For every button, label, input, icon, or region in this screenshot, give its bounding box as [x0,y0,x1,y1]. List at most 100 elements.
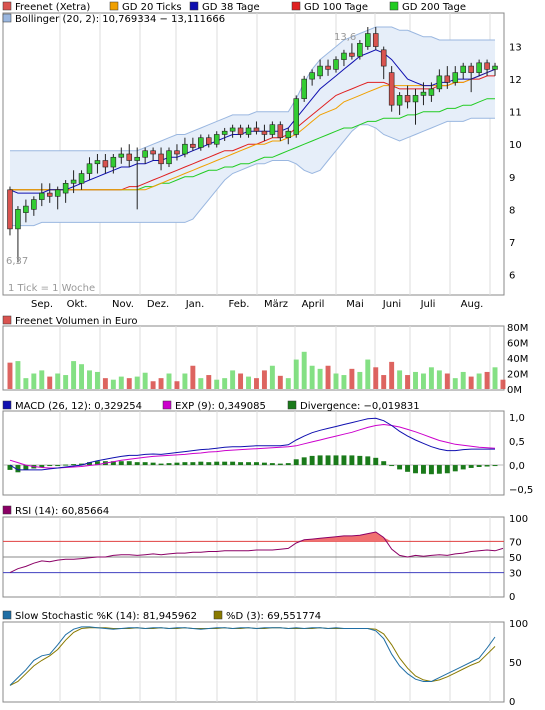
divergence-bar-33 [269,463,275,466]
divergence-bar-27 [222,461,228,466]
candle-body-8 [70,179,77,184]
candle-body-42 [341,52,347,60]
divergence-bar-13 [110,461,116,466]
divergence-bar-0 [7,465,13,470]
divergence-bar-15 [126,461,132,466]
volume-bar-40 [325,365,331,389]
legend-swatch-stoch-d [213,610,223,620]
price-min-label: 6,37 [6,256,28,267]
candle-body-45 [365,33,371,47]
candle-body-6 [54,189,61,197]
candle-body-20 [166,150,172,165]
legend-gd20: GD 20 Ticks [122,2,182,13]
volume-bar-17 [142,372,148,389]
divergence-bar-9 [79,463,85,466]
volume-bar-32 [261,370,267,389]
rsi-y-tick-4: 0 [509,592,515,603]
volume-y-tick-3: 20M [507,370,528,381]
candle-body-40 [325,65,331,70]
legend-swatch-gd38 [189,1,199,11]
volume-bar-13 [110,379,116,389]
volume-bar-12 [102,378,108,389]
legend-swatch-macd [2,400,12,410]
volume-bar-6 [55,373,61,389]
x-label-7: April [302,299,325,310]
divergence-bar-21 [174,462,180,466]
macd-y-tick-1: 0,5 [509,437,525,448]
candle-body-53 [428,88,435,96]
volume-bar-7 [63,375,69,389]
divergence-bar-31 [254,462,259,466]
divergence-bar-34 [277,463,283,466]
legend-gd200: GD 200 Tage [402,2,466,13]
volume-bar-35 [285,378,291,389]
rsi-y-tick-1: 70 [509,537,522,548]
divergence-bar-59 [476,465,482,467]
candle-body-22 [182,143,188,155]
candle-body-35 [285,130,292,139]
stoch-legend: Slow Stochastic %K (14): 81,945962 %D (3… [2,610,321,622]
divergence-label: Divergence: −0,019831 [300,401,420,412]
divergence-bar-58 [468,465,474,468]
volume-bar-19 [158,378,164,389]
divergence-bar-11 [94,461,100,466]
volume-bar-46 [373,367,379,389]
candle-body-48 [388,72,395,106]
gd38-line [9,49,496,194]
divergence-bar-17 [142,462,148,466]
macd-panel-frame [2,410,505,496]
divergence-bar-22 [182,462,188,466]
volume-bar-44 [357,371,363,389]
price-max-label: 13,6 [334,32,356,43]
price-y-axis: 6 7 8 9 10 11 12 13 [509,43,522,282]
divergence-bar-26 [214,461,220,466]
volume-y-tick-1: 60M [507,339,528,350]
candle-body-54 [436,75,443,90]
candle-body-12 [102,160,109,168]
stoch-k-line [9,626,496,686]
candle-body-46 [372,33,379,47]
divergence-bar-47 [381,461,387,466]
legend-swatch-gd100 [291,1,301,11]
volume-bar-56 [452,378,458,389]
legend-swatch-gd20 [109,1,119,11]
volume-panel-frame [2,325,505,391]
candle-body-33 [269,124,276,135]
candle-body-56 [452,72,459,83]
divergence-bar-37 [301,457,307,466]
volume-bar-25 [206,375,212,389]
volume-bar-50 [405,375,411,389]
candle-body-30 [245,127,252,135]
volume-bar-20 [166,373,172,389]
divergence-bar-29 [238,462,244,466]
volume-bar-41 [333,373,339,389]
rsi-y-tick-0: 100 [509,514,528,525]
divergence-bar-14 [118,461,124,466]
macd-y-axis: 1,0 0,5 0,0 −0,5 [509,413,533,496]
volume-bar-1 [15,361,21,389]
exp-line [9,423,496,469]
candle-body-50 [404,95,411,103]
candle-body-34 [277,124,284,139]
volume-bar-27 [222,378,228,389]
volume-bar-61 [492,367,498,389]
volume-bar-4 [39,370,45,389]
divergence-bar-19 [158,463,164,466]
divergence-bar-23 [190,462,196,466]
candle-body-0 [7,189,13,230]
price-y-tick-4: 10 [509,140,522,151]
volume-bar-26 [214,379,220,389]
candle-body-41 [333,59,339,70]
volume-bar-8 [71,361,77,389]
bollinger-band [9,27,496,226]
candle-body-1 [15,209,21,230]
volume-bar-22 [182,373,188,389]
volume-bar-33 [269,365,275,389]
x-label-10: Juli [420,299,436,310]
volume-bar-43 [349,368,355,389]
volume-bar-3 [31,373,37,389]
divergence-bar-49 [397,465,403,470]
divergence-bar-55 [444,465,450,474]
divergence-bar-20 [166,463,172,466]
divergence-bar-4 [39,465,45,468]
